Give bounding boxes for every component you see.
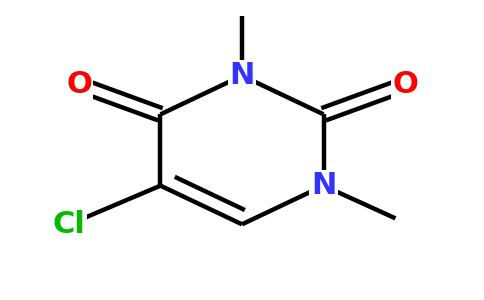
Text: O: O bbox=[66, 70, 92, 99]
Text: N: N bbox=[229, 61, 255, 90]
Text: O: O bbox=[392, 70, 418, 99]
Text: Cl: Cl bbox=[53, 210, 86, 239]
Text: N: N bbox=[311, 171, 336, 200]
